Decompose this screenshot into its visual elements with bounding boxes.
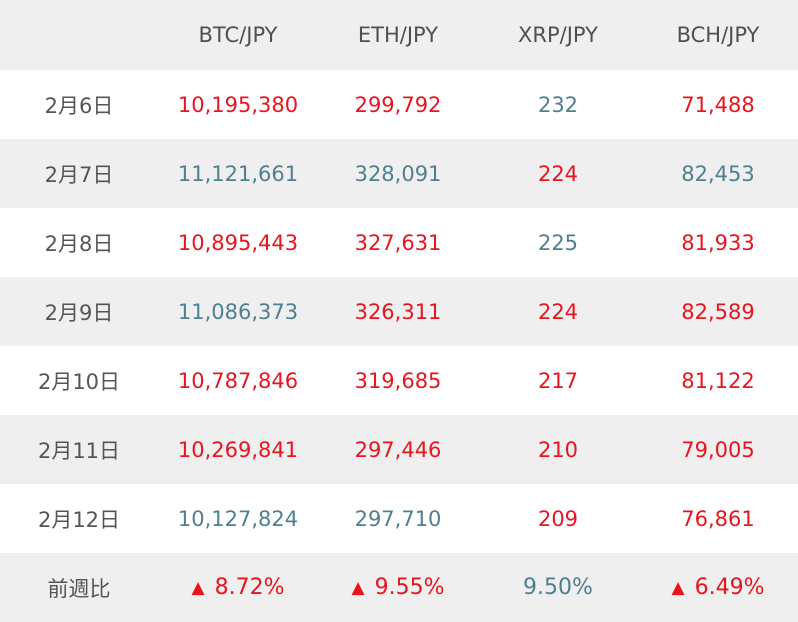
price-cell-bch: 79,005 <box>638 415 798 484</box>
price-cell-bch: 71,488 <box>638 70 798 139</box>
price-cell-xrp: 232 <box>478 70 638 139</box>
header-xrp-jpy: XRP/JPY <box>478 0 638 70</box>
price-cell-xrp: 209 <box>478 484 638 553</box>
price-cell-btc: 11,121,661 <box>158 139 318 208</box>
price-cell-btc: 10,269,841 <box>158 415 318 484</box>
triangle-up-icon: ▲ <box>191 578 205 598</box>
weekly-change-value: 8.72% <box>214 575 285 600</box>
table-row: 2月10日 10,787,846 319,685 217 81,122 <box>0 346 798 415</box>
price-cell-eth: 297,446 <box>318 415 478 484</box>
table-row: 2月11日 10,269,841 297,446 210 79,005 <box>0 415 798 484</box>
price-cell-xrp: 224 <box>478 139 638 208</box>
price-cell-btc: 10,895,443 <box>158 208 318 277</box>
price-cell-eth: 319,685 <box>318 346 478 415</box>
price-cell-btc: 10,787,846 <box>158 346 318 415</box>
date-cell: 2月7日 <box>0 139 158 208</box>
price-cell-bch: 76,861 <box>638 484 798 553</box>
price-cell-xrp: 225 <box>478 208 638 277</box>
header-btc-jpy: BTC/JPY <box>158 0 318 70</box>
price-cell-btc: 10,127,824 <box>158 484 318 553</box>
triangle-up-icon: ▲ <box>671 578 685 598</box>
price-cell-xrp: 224 <box>478 277 638 346</box>
date-cell: 2月9日 <box>0 277 158 346</box>
price-cell-xrp: 210 <box>478 415 638 484</box>
header-row: BTC/JPY ETH/JPY XRP/JPY BCH/JPY <box>0 0 798 70</box>
table-row: 2月12日 10,127,824 297,710 209 76,861 <box>0 484 798 553</box>
weekly-change-label: 前週比 <box>0 553 158 622</box>
table-row: 2月9日 11,086,373 326,311 224 82,589 <box>0 277 798 346</box>
weekly-change-eth: ▲ 9.55% <box>318 553 478 622</box>
weekly-change-value: 9.55% <box>374 575 445 600</box>
price-cell-btc: 10,195,380 <box>158 70 318 139</box>
weekly-change-xrp: 9.50% <box>478 553 638 622</box>
price-cell-eth: 327,631 <box>318 208 478 277</box>
weekly-change-bch: ▲ 6.49% <box>638 553 798 622</box>
price-cell-bch: 82,589 <box>638 277 798 346</box>
date-cell: 2月12日 <box>0 484 158 553</box>
price-cell-btc: 11,086,373 <box>158 277 318 346</box>
weekly-change-btc: ▲ 8.72% <box>158 553 318 622</box>
triangle-up-icon: ▲ <box>351 578 365 598</box>
header-eth-jpy: ETH/JPY <box>318 0 478 70</box>
table-row: 2月8日 10,895,443 327,631 225 81,933 <box>0 208 798 277</box>
date-cell: 2月8日 <box>0 208 158 277</box>
price-cell-eth: 299,792 <box>318 70 478 139</box>
price-cell-eth: 297,710 <box>318 484 478 553</box>
weekly-change-value: 6.49% <box>694 575 765 600</box>
price-cell-eth: 328,091 <box>318 139 478 208</box>
price-cell-bch: 81,122 <box>638 346 798 415</box>
date-cell: 2月10日 <box>0 346 158 415</box>
price-cell-eth: 326,311 <box>318 277 478 346</box>
date-cell: 2月11日 <box>0 415 158 484</box>
price-cell-bch: 81,933 <box>638 208 798 277</box>
header-corner <box>0 0 158 70</box>
header-bch-jpy: BCH/JPY <box>638 0 798 70</box>
table-row: 2月7日 11,121,661 328,091 224 82,453 <box>0 139 798 208</box>
table-row: 2月6日 10,195,380 299,792 232 71,488 <box>0 70 798 139</box>
date-cell: 2月6日 <box>0 70 158 139</box>
price-cell-bch: 82,453 <box>638 139 798 208</box>
price-cell-xrp: 217 <box>478 346 638 415</box>
weekly-change-row: 前週比 ▲ 8.72% ▲ 9.55% 9.50% ▲ 6.49% <box>0 553 798 622</box>
weekly-change-value: 9.50% <box>523 575 593 600</box>
